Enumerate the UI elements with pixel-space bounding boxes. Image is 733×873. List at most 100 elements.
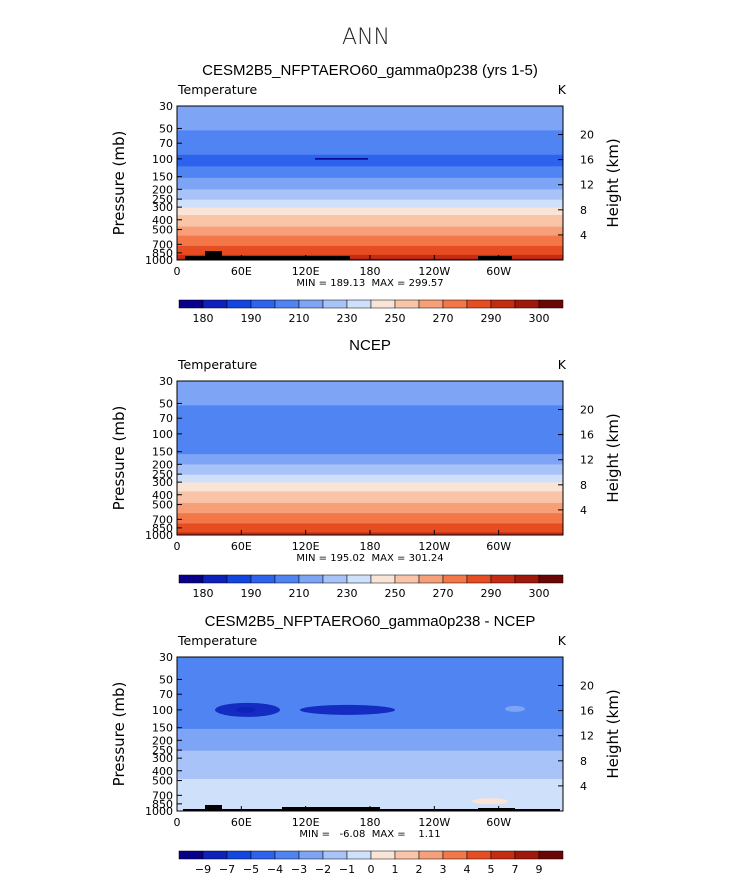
pressure-tick-label: 850: [152, 798, 173, 811]
min-max-stats: MIN = 189.13 MAX = 299.57: [296, 278, 443, 289]
contour-band: [177, 778, 563, 781]
contour-band: [177, 136, 563, 139]
contour-band: [177, 180, 563, 183]
contour-band: [177, 790, 563, 793]
terrain-block: [185, 256, 340, 260]
contour-band: [177, 381, 563, 383]
colorbar-swatch: [538, 574, 564, 584]
contour-band: [177, 200, 563, 203]
contour-band: [177, 188, 563, 191]
contour-band: [177, 217, 563, 220]
contour-band: [177, 760, 563, 763]
colorbar-swatch: [322, 850, 348, 860]
contour-band: [177, 695, 563, 698]
contour-band: [177, 758, 563, 761]
contour-band: [177, 401, 563, 404]
contour-band: [177, 235, 563, 238]
colorbar-swatch: [514, 299, 540, 309]
contour-band: [177, 798, 563, 801]
contour-band: [177, 149, 563, 152]
panel-title: CESM2B5_NFPTAERO60_gamma0p238 - NCEP: [205, 613, 536, 630]
contour-band: [177, 384, 563, 387]
contour-band: [177, 145, 563, 148]
contour-band: [177, 400, 563, 403]
contour-band: [177, 247, 563, 250]
contour-band: [177, 745, 563, 748]
x-tick-label: 180: [360, 540, 381, 553]
contour-band: [177, 433, 563, 436]
contour-band: [177, 468, 563, 471]
contour-band: [177, 465, 563, 468]
contour-band: [177, 464, 563, 467]
contour-band: [177, 676, 563, 679]
contour-band: [177, 528, 563, 531]
contour-band: [177, 518, 563, 521]
contour-band: [177, 106, 563, 108]
contour-band: [177, 490, 563, 492]
colorbar-swatch: [346, 299, 372, 309]
contour-band: [177, 144, 563, 147]
colorbar-swatch: [202, 574, 228, 584]
y-axis-label-left: Pressure (mb): [110, 406, 128, 511]
colorbar-label: 0: [368, 863, 375, 873]
colorbar-swatch: [322, 299, 348, 309]
contour-band: [177, 472, 563, 474]
contour-band: [177, 427, 563, 430]
contour-band: [177, 434, 563, 437]
colorbar-swatch: [490, 850, 516, 860]
contour-band: [177, 222, 563, 225]
cold-anomaly-patch: [236, 706, 255, 713]
pressure-tick-label: 700: [152, 513, 173, 526]
height-tick-label: 8: [580, 479, 587, 492]
contour-band: [177, 742, 563, 745]
contour-band: [177, 167, 563, 170]
contour-band: [177, 447, 563, 450]
contour-band: [177, 409, 563, 412]
min-max-stats: MIN = 195.02 MAX = 301.24: [296, 553, 443, 564]
pressure-tick-label: 850: [152, 247, 173, 260]
contour-band: [177, 138, 563, 140]
contour-band: [177, 721, 563, 724]
panel-1: CESM2B5_NFPTAERO60_gamma0p238 (yrs 1-5) T…: [110, 62, 622, 325]
contour-band: [177, 131, 563, 134]
contour-band: [177, 691, 563, 694]
topography: [183, 805, 560, 811]
contour-band: [177, 251, 563, 253]
contour-band: [177, 789, 563, 792]
colorbar-swatch: [418, 299, 444, 309]
contour-band: [177, 249, 563, 252]
contour-band: [177, 125, 563, 128]
contour-band: [177, 406, 563, 409]
contour-band: [177, 121, 563, 124]
pressure-tick-label: 300: [152, 476, 173, 489]
contour-band: [177, 782, 563, 785]
contour-band: [177, 423, 563, 426]
colorbar-swatch: [274, 574, 300, 584]
contour-band: [177, 107, 563, 110]
pressure-tick-label: 200: [152, 734, 173, 747]
contour-band: [177, 438, 563, 441]
contour-band: [177, 803, 563, 806]
height-tick-label: 12: [580, 454, 594, 467]
contour-band: [177, 694, 563, 697]
contour-band: [177, 744, 563, 747]
contour-band: [177, 737, 563, 740]
contour-band: [177, 147, 563, 149]
contour-band: [177, 524, 563, 527]
contour-band: [177, 766, 563, 768]
height-tick-label: 4: [580, 780, 587, 793]
contour-band: [177, 221, 563, 224]
colorbar-swatch: [490, 574, 516, 584]
contour-band: [177, 689, 563, 691]
contour-band: [177, 478, 563, 481]
contour-band: [177, 520, 563, 523]
contour-band: [177, 517, 563, 519]
colorbar-label: 290: [481, 587, 502, 600]
contour-band: [177, 723, 563, 726]
contour-band: [177, 388, 563, 391]
contour-band: [177, 432, 563, 435]
contour-band: [177, 215, 563, 217]
contour-band: [177, 392, 563, 395]
colorbar-label: 230: [337, 587, 358, 600]
contour-band: [177, 114, 563, 117]
